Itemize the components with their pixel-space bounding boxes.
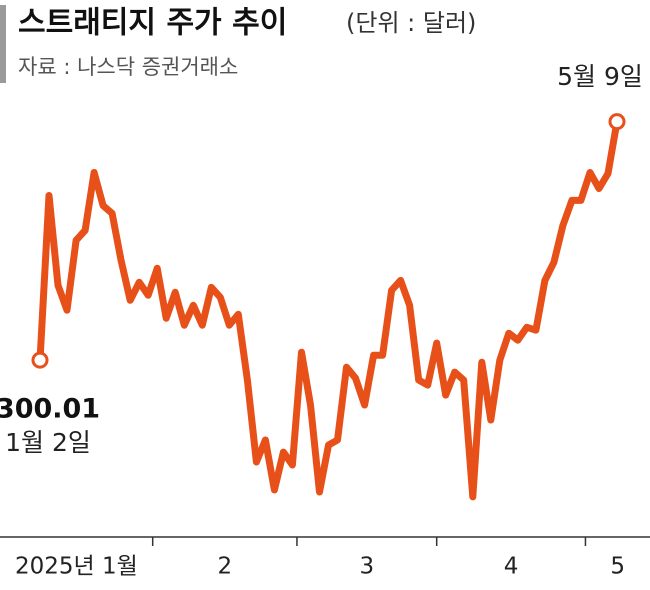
title-bar bbox=[0, 5, 6, 83]
end-point bbox=[608, 113, 626, 131]
x-tick-label: 2 bbox=[218, 554, 233, 580]
chart-title: 스트래티지 주가 추이 bbox=[18, 6, 287, 41]
end-point bbox=[31, 351, 49, 369]
price-line bbox=[36, 118, 621, 501]
x-tick-label: 2025년 1월 bbox=[15, 554, 138, 580]
title-unit: (단위 : 달러) bbox=[346, 9, 476, 37]
subtitle: 자료 : 나스닥 증권거래소 bbox=[18, 55, 238, 79]
x-tick-label: 4 bbox=[504, 554, 519, 580]
x-tick-label: 5 bbox=[610, 554, 625, 580]
end-date: 5월 9일 bbox=[557, 62, 643, 91]
start-date: 1월 2일 bbox=[5, 428, 91, 457]
start-value: 300.01 bbox=[0, 394, 100, 425]
x-tick-label: 3 bbox=[359, 554, 374, 580]
